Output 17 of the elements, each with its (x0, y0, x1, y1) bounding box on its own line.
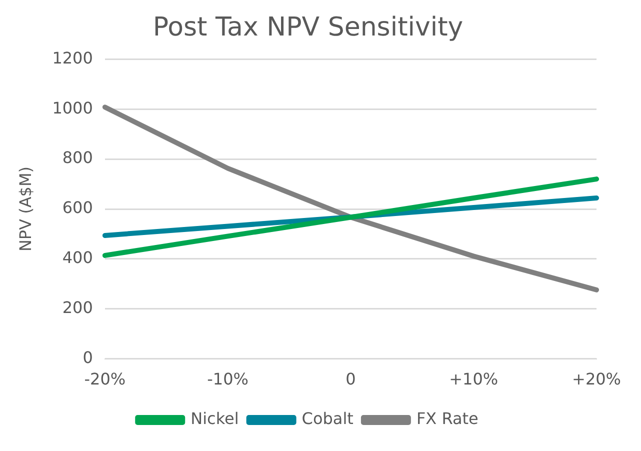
y-tick-label: 0 (82, 348, 93, 367)
y-tick-label: 400 (62, 248, 93, 268)
legend-label: FX Rate (416, 409, 478, 428)
x-tick-label: +20% (572, 370, 621, 389)
y-tick-label: 800 (62, 148, 93, 168)
y-tick-label: 200 (62, 298, 93, 318)
x-tick-label: 0 (346, 370, 356, 389)
legend-label: Cobalt (302, 409, 354, 428)
legend-label: Nickel (190, 409, 239, 428)
y-tick-label: 1000 (52, 98, 93, 118)
x-tick-label: -20% (84, 370, 126, 389)
x-tick-label: +10% (449, 370, 498, 389)
x-tick-label: -10% (207, 370, 248, 389)
y-tick-label: 1200 (52, 48, 93, 68)
chart-title: Post Tax NPV Sensitivity (152, 12, 464, 42)
y-axis-title: NPV (A$M) (16, 166, 35, 252)
y-tick-label: 600 (62, 198, 93, 218)
